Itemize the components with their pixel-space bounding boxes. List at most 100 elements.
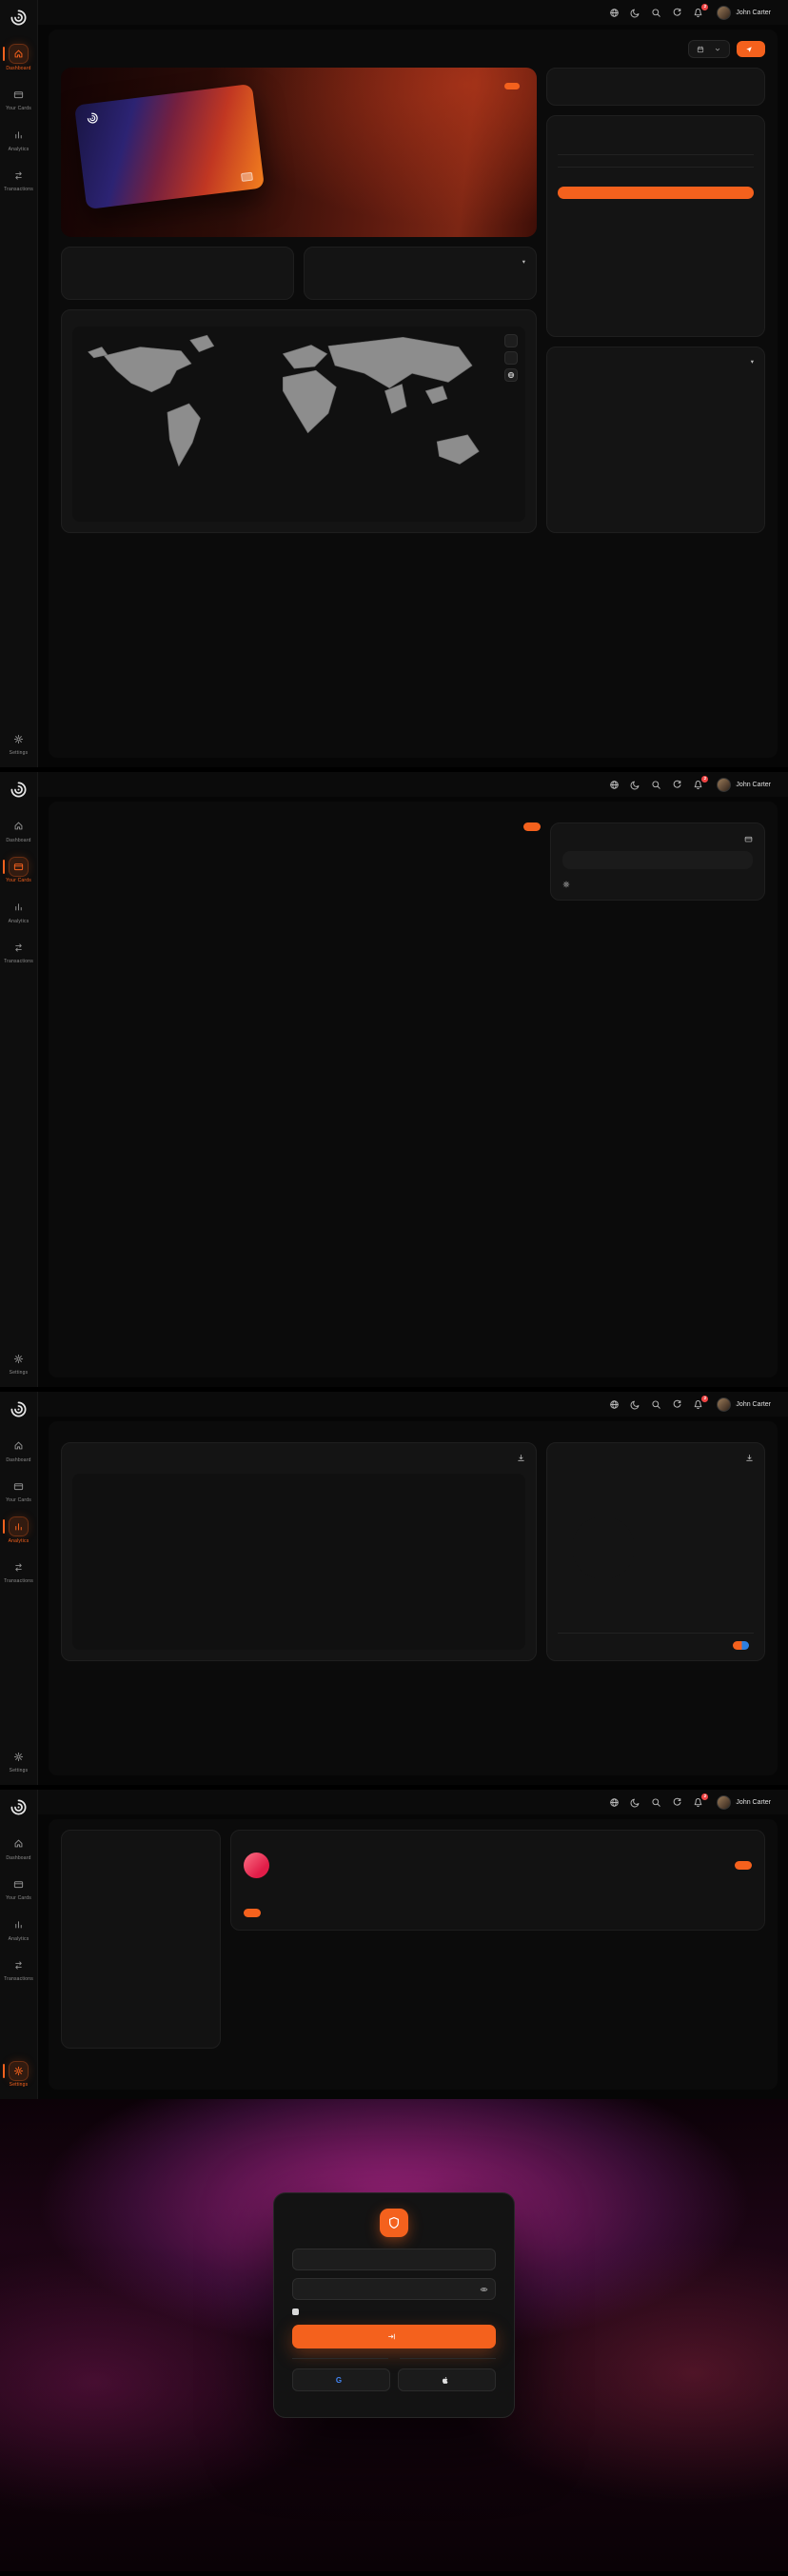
statistics-period-select[interactable]: ▾ — [522, 259, 525, 266]
period-select[interactable] — [688, 40, 730, 58]
globe-icon[interactable] — [609, 1797, 620, 1808]
user-menu[interactable]: John Carter — [717, 1794, 771, 1810]
add-new-card-button[interactable] — [523, 822, 541, 831]
quick-transfer-button[interactable] — [737, 41, 765, 57]
transfer-icon — [13, 942, 24, 953]
spending-donut-chart — [560, 1504, 647, 1592]
refresh-icon[interactable] — [672, 780, 682, 790]
globe-icon[interactable] — [609, 1399, 620, 1410]
moon-icon[interactable] — [630, 8, 640, 18]
transfer-from-row[interactable] — [558, 143, 754, 155]
password-input[interactable] — [292, 2278, 496, 2300]
global-transfers-panel — [61, 309, 537, 533]
sidebar-item-dashboard[interactable]: Dashboard — [0, 1832, 37, 1864]
smart-invest-panel — [546, 68, 765, 106]
globe-icon[interactable] — [609, 8, 620, 18]
sidebar-item-analytics[interactable]: Analytics — [0, 1912, 37, 1945]
shield-icon — [387, 2216, 401, 2229]
email-input[interactable] — [292, 2249, 496, 2270]
sidebar-item-dashboard[interactable]: Dashboard — [0, 1434, 37, 1466]
sidebar-item-settings[interactable]: Settings — [0, 1745, 37, 1773]
transactions-panel — [61, 247, 294, 300]
remember-me-checkbox[interactable] — [292, 2308, 299, 2315]
sidebar-item-analytics[interactable]: Analytics — [0, 1515, 37, 1547]
sidebar-item-transactions[interactable]: Transactions — [0, 164, 37, 196]
settings-content — [49, 1819, 778, 2090]
portfolio-panel: ▾ — [546, 347, 765, 533]
refresh-icon[interactable] — [672, 8, 682, 18]
sidebar-item-your-cards[interactable]: Your Cards — [0, 855, 37, 887]
sidebar-item-label: Your Cards — [6, 1895, 31, 1901]
avatar — [717, 5, 732, 20]
globe-icon[interactable] — [609, 780, 620, 790]
bell-icon[interactable]: 2 — [693, 1395, 709, 1410]
user-menu[interactable]: John Carter — [717, 5, 771, 20]
sidebar-item-label: Dashboard — [6, 1456, 31, 1463]
map-zoom-in-button[interactable] — [504, 334, 518, 347]
save-changes-button[interactable] — [244, 1908, 261, 1917]
google-signin-button[interactable]: G — [292, 2368, 390, 2391]
refresh-icon[interactable] — [672, 1797, 682, 1808]
sidebar-item-your-cards[interactable]: Your Cards — [0, 1475, 37, 1507]
bell-icon[interactable]: 2 — [693, 3, 709, 18]
sidebar-item-analytics[interactable]: Analytics — [0, 123, 37, 155]
search-icon[interactable] — [651, 8, 661, 18]
sidebar-item-your-cards[interactable]: Your Cards — [0, 83, 37, 115]
sidebar-item-transactions[interactable]: Transactions — [0, 1953, 37, 1986]
sidebar-item-settings[interactable]: Settings — [0, 2059, 37, 2088]
chart-icon — [13, 902, 24, 912]
profile-panel — [230, 1830, 765, 1931]
moon-icon[interactable] — [630, 1797, 640, 1808]
transfer-button[interactable] — [558, 187, 754, 199]
sidebar-item-transactions[interactable]: Transactions — [0, 936, 37, 968]
add-card-button[interactable] — [504, 83, 520, 89]
search-icon[interactable] — [651, 780, 661, 790]
map-zoom-out-button[interactable] — [504, 351, 518, 365]
sidebar-item-transactions[interactable]: Transactions — [0, 1556, 37, 1588]
apple-icon — [441, 2376, 449, 2385]
download-icon[interactable] — [745, 1454, 754, 1462]
bell-icon[interactable]: 2 — [693, 775, 709, 790]
card-icon — [744, 835, 753, 843]
sidebar-item-dashboard[interactable]: Dashboard — [0, 814, 37, 846]
moon-icon[interactable] — [630, 1399, 640, 1410]
scatter-chart — [72, 1474, 525, 1650]
sidebar-item-label: Dashboard — [6, 65, 31, 71]
user-name: John Carter — [736, 1798, 771, 1806]
search-icon[interactable] — [651, 1399, 661, 1410]
sign-in-button[interactable] — [292, 2325, 496, 2348]
portfolio-period-select[interactable]: ▾ — [750, 359, 754, 366]
sidebar-nav: Dashboard Your Cards Analytics Transactions — [0, 814, 37, 967]
user-menu[interactable]: John Carter — [717, 777, 771, 792]
credit-card-visual — [73, 83, 266, 210]
map-globe-button[interactable] — [504, 368, 518, 382]
notification-badge: 2 — [701, 3, 709, 10]
transfer-amount-row[interactable] — [558, 168, 754, 179]
toggle-password-icon[interactable] — [480, 2285, 488, 2293]
notification-badge: 2 — [701, 1793, 709, 1800]
moon-icon[interactable] — [630, 780, 640, 790]
refresh-icon[interactable] — [672, 1399, 682, 1410]
change-photo-button[interactable] — [735, 1861, 752, 1870]
settings-menu — [61, 1830, 221, 2049]
chevron-down-icon — [714, 46, 721, 53]
download-icon[interactable] — [517, 1454, 525, 1462]
sidebar-item-label: Dashboard — [6, 1854, 31, 1861]
sidebar-item-analytics[interactable]: Analytics — [0, 895, 37, 927]
login-background: G — [0, 2099, 788, 2571]
sidebar-item-settings[interactable]: Settings — [0, 727, 37, 756]
sidebar-item-settings[interactable]: Settings — [0, 1347, 37, 1376]
sidebar-item-your-cards[interactable]: Your Cards — [0, 1873, 37, 1905]
card-icon — [13, 862, 24, 872]
sidebar-item-label: Analytics — [8, 1537, 30, 1544]
arrow-right-icon — [387, 2332, 396, 2341]
transfer-to-row[interactable] — [558, 155, 754, 168]
google-icon: G — [335, 2375, 343, 2385]
user-name: John Carter — [736, 781, 771, 788]
bell-icon[interactable]: 2 — [693, 1793, 709, 1808]
apple-signin-button[interactable] — [398, 2368, 496, 2391]
sidebar-item-dashboard[interactable]: Dashboard — [0, 42, 37, 74]
divider — [292, 2358, 496, 2359]
user-menu[interactable]: John Carter — [717, 1397, 771, 1412]
search-icon[interactable] — [651, 1797, 661, 1808]
